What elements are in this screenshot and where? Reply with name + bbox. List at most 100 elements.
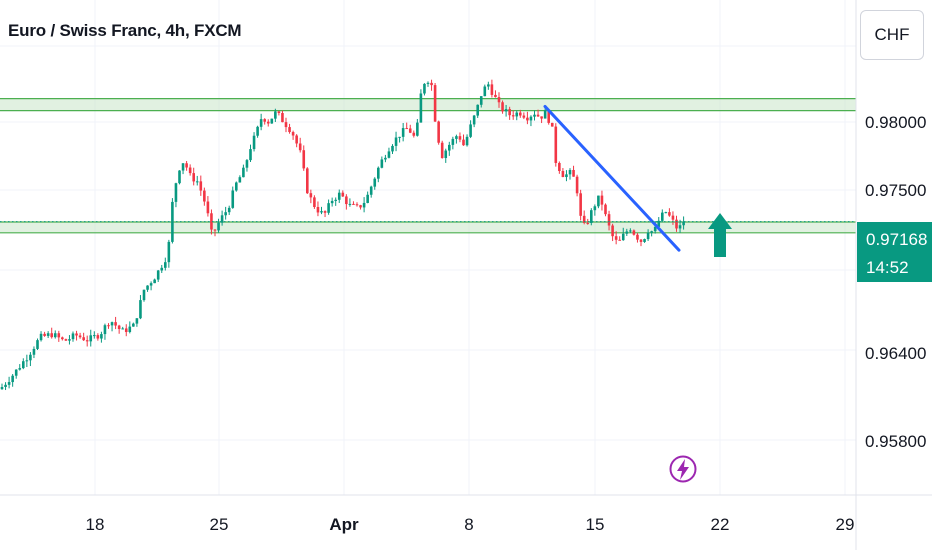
candle-bullish	[369, 186, 373, 195]
bar-countdown: 14:52	[866, 258, 909, 277]
candle-bullish	[504, 109, 508, 112]
candle-bullish	[25, 360, 29, 362]
candle-bearish	[582, 215, 586, 223]
candle-bullish	[220, 215, 224, 223]
candle-bearish	[440, 142, 444, 159]
candle-bullish	[32, 348, 36, 355]
candle-bearish	[511, 115, 515, 117]
candle-bearish	[600, 195, 604, 205]
candle-bullish	[590, 210, 593, 223]
candle-bullish	[110, 322, 114, 326]
x-tick-label: 29	[836, 515, 855, 534]
candle-bearish	[284, 122, 288, 128]
chart-title: Euro / Swiss Franc, 4h, FXCM	[8, 21, 242, 40]
candle-bullish	[274, 111, 277, 119]
arrow-up-shaft	[714, 228, 726, 257]
candle-bullish	[479, 96, 483, 105]
candle-bullish	[156, 270, 160, 280]
candle-bearish	[288, 127, 291, 133]
candle-bearish	[206, 201, 210, 214]
x-tick-label: 22	[711, 515, 730, 534]
candle-bearish	[185, 163, 188, 168]
candle-bullish	[337, 192, 341, 200]
candle-bearish	[298, 143, 302, 151]
candle-bullish	[14, 369, 18, 376]
candle-bullish	[682, 221, 685, 226]
candle-bullish	[142, 289, 146, 301]
candle-bearish	[494, 94, 497, 98]
candle-bearish	[572, 169, 575, 177]
candle-bearish	[462, 139, 465, 146]
candle-bullish	[625, 231, 629, 234]
candle-bearish	[508, 109, 511, 116]
candle-bearish	[639, 239, 643, 242]
candle-bearish	[430, 82, 433, 86]
candle-bullish	[0, 386, 4, 390]
candle-bullish	[89, 335, 93, 342]
candle-bullish	[174, 183, 178, 202]
x-tick-label: 8	[464, 515, 473, 534]
candle-bearish	[199, 181, 203, 191]
candle-bearish	[501, 102, 504, 112]
candle-bullish	[259, 119, 263, 127]
candle-bullish	[181, 163, 185, 171]
candle-bearish	[302, 150, 306, 169]
candle-bearish	[408, 128, 412, 133]
candle-bullish	[366, 194, 369, 203]
candle-bearish	[558, 162, 561, 171]
candle-bearish	[192, 173, 195, 182]
candle-bullish	[398, 136, 401, 138]
candle-bearish	[61, 337, 64, 340]
zone-fill	[0, 98, 856, 111]
candle-bearish	[78, 335, 82, 338]
candle-bearish	[490, 84, 494, 95]
candle-bullish	[543, 110, 547, 119]
candle-bullish	[444, 150, 448, 159]
candle-bullish	[135, 318, 139, 324]
candle-bullish	[515, 112, 519, 117]
candle-bullish	[235, 182, 238, 191]
candle-bullish	[394, 137, 398, 146]
candle-bullish	[164, 262, 167, 268]
candle-bullish	[139, 300, 142, 319]
candle-bullish	[39, 333, 43, 341]
candle-bearish	[306, 168, 309, 194]
candle-bearish	[345, 196, 348, 205]
currency-button[interactable]: CHF	[860, 10, 924, 60]
candle-bearish	[586, 222, 590, 224]
candle-bearish	[210, 213, 213, 230]
candle-bullish	[53, 333, 57, 338]
candle-bearish	[550, 122, 554, 127]
candle-bullish	[529, 116, 533, 121]
candle-bullish	[483, 86, 487, 97]
candle-bearish	[540, 116, 543, 119]
support-resistance-zones	[0, 98, 856, 234]
candle-bearish	[203, 190, 206, 202]
candle-bullish	[426, 82, 430, 84]
candle-bearish	[405, 128, 408, 130]
candle-bullish	[7, 382, 11, 385]
candle-bullish	[448, 144, 451, 151]
candle-bullish	[245, 160, 249, 168]
candle-bearish	[433, 85, 437, 122]
candle-bearish	[316, 206, 320, 213]
candle-bearish	[437, 121, 440, 143]
candle-bearish	[277, 111, 281, 114]
candle-bullish	[593, 206, 597, 211]
candle-bullish	[678, 225, 682, 229]
candle-bearish	[668, 212, 671, 216]
candle-bullish	[362, 202, 366, 208]
candle-bearish	[96, 335, 100, 339]
y-tick-label: 0.98000	[865, 113, 926, 132]
candle-bearish	[458, 136, 462, 140]
candle-bearish	[547, 110, 550, 123]
candle-bullish	[249, 149, 252, 161]
candle-bullish	[451, 138, 455, 145]
candle-bullish	[643, 239, 646, 242]
candle-bearish	[43, 333, 46, 336]
candle-bearish	[675, 219, 678, 229]
candle-bullish	[387, 151, 391, 158]
last-price-badge: 0.97168 14:52	[857, 222, 932, 282]
